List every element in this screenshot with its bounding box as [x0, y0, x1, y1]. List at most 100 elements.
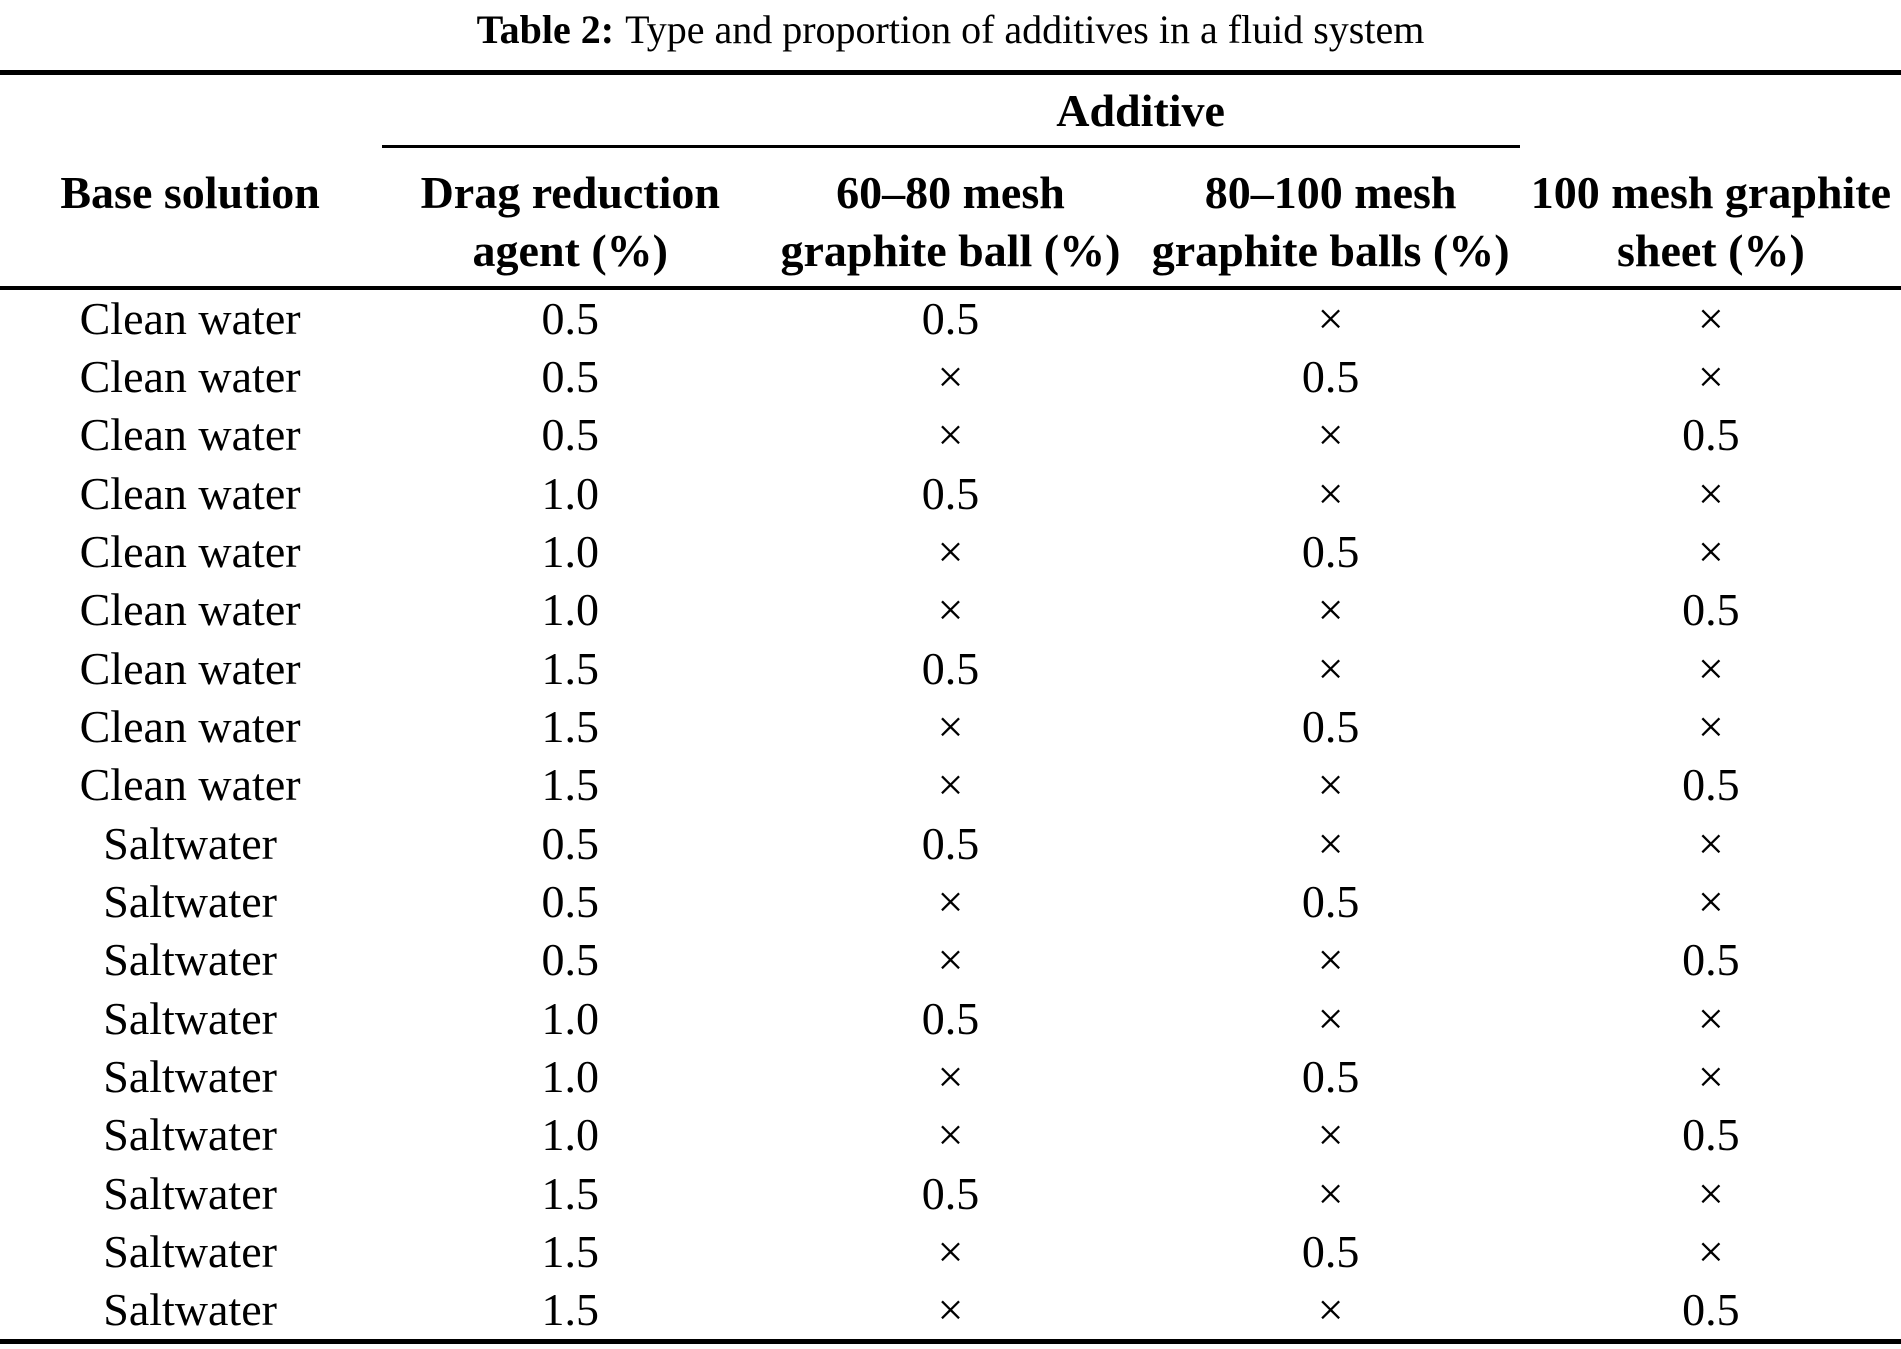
table-caption: Table 2: Type and proportion of additives…	[0, 0, 1901, 70]
table-row: Saltwater 0.5 × × 0.5	[0, 931, 1901, 989]
table-header: Additive Base solution Drag reduction ag…	[0, 73, 1901, 288]
cell-base-solution: Saltwater	[103, 1050, 277, 1102]
table-row: Clean water 0.5 0.5 × ×	[0, 288, 1901, 348]
cell-drag-reduction-agent: 0.5	[541, 350, 600, 402]
cell-base-solution: Clean water	[79, 525, 301, 577]
cell-graphite-ball-60-80: ×	[937, 875, 964, 927]
cell-graphite-sheet-100: ×	[1697, 700, 1724, 752]
group-header-row: Additive	[0, 73, 1901, 148]
cell-graphite-sheet-100: ×	[1697, 1167, 1724, 1219]
cell-drag-reduction-agent: 1.0	[541, 1109, 600, 1161]
cell-graphite-balls-80-100: ×	[1317, 992, 1344, 1044]
group-header-cell: Additive	[380, 73, 1901, 148]
table-row: Saltwater 0.5 × 0.5 ×	[0, 873, 1901, 931]
cell-graphite-ball-60-80: ×	[937, 409, 964, 461]
cell-base-solution: Clean water	[79, 467, 301, 519]
cell-drag-reduction-agent: 0.5	[541, 409, 600, 461]
group-header-spacer	[0, 73, 380, 148]
table-row: Saltwater 1.5 × × 0.5	[0, 1281, 1901, 1342]
column-header-line1: 100 mesh graphite	[1530, 166, 1892, 218]
cell-graphite-sheet-100: 0.5	[1682, 1284, 1740, 1336]
cell-drag-reduction-agent: 0.5	[541, 292, 600, 344]
cell-graphite-ball-60-80: 0.5	[921, 992, 980, 1044]
cell-graphite-sheet-100: ×	[1697, 467, 1724, 519]
cell-graphite-balls-80-100: ×	[1317, 584, 1344, 636]
cell-drag-reduction-agent: 1.0	[541, 584, 600, 636]
group-header-rule	[382, 144, 1520, 148]
cell-graphite-sheet-100: ×	[1697, 1225, 1724, 1277]
cell-base-solution: Clean water	[79, 700, 301, 752]
column-header-line1: Drag reduction	[420, 166, 720, 218]
column-header-line1: Base solution	[60, 166, 320, 218]
cell-base-solution: Saltwater	[103, 817, 277, 869]
cell-graphite-balls-80-100: 0.5	[1301, 875, 1360, 927]
cell-graphite-sheet-100: 0.5	[1682, 409, 1740, 461]
table-body: Clean water 0.5 0.5 × × Clean water 0.5 × 0.5 × Cl…	[0, 288, 1901, 1342]
column-header-row: Base solution Drag reduction agent (%) 6…	[0, 148, 1901, 288]
cell-graphite-balls-80-100: ×	[1317, 817, 1344, 869]
cell-graphite-ball-60-80: ×	[937, 584, 964, 636]
cell-drag-reduction-agent: 0.5	[541, 817, 600, 869]
cell-drag-reduction-agent: 1.5	[541, 1284, 600, 1336]
cell-graphite-sheet-100: 0.5	[1682, 934, 1740, 986]
cell-graphite-sheet-100: ×	[1697, 642, 1724, 694]
table-row: Clean water 1.5 × 0.5 ×	[0, 698, 1901, 756]
cell-graphite-balls-80-100: 0.5	[1301, 1050, 1360, 1102]
cell-base-solution: Saltwater	[103, 875, 277, 927]
cell-base-solution: Saltwater	[103, 992, 277, 1044]
table-row: Clean water 0.5 × 0.5 ×	[0, 348, 1901, 406]
cell-graphite-ball-60-80: ×	[937, 1225, 964, 1277]
cell-drag-reduction-agent: 1.0	[541, 467, 600, 519]
cell-graphite-sheet-100: 0.5	[1682, 1109, 1740, 1161]
cell-base-solution: Clean water	[79, 409, 301, 461]
cell-drag-reduction-agent: 1.0	[541, 1050, 600, 1102]
cell-graphite-ball-60-80: 0.5	[921, 642, 980, 694]
cell-graphite-balls-80-100: ×	[1317, 1109, 1344, 1161]
cell-graphite-balls-80-100: ×	[1317, 409, 1344, 461]
cell-graphite-sheet-100: ×	[1697, 992, 1724, 1044]
column-header-line2: agent (%)	[472, 224, 669, 276]
cell-base-solution: Saltwater	[103, 1167, 277, 1219]
cell-drag-reduction-agent: 1.5	[541, 700, 600, 752]
cell-graphite-ball-60-80: ×	[937, 525, 964, 577]
cell-graphite-balls-80-100: ×	[1317, 934, 1344, 986]
cell-drag-reduction-agent: 1.0	[541, 525, 600, 577]
cell-graphite-sheet-100: ×	[1697, 1050, 1724, 1102]
cell-drag-reduction-agent: 1.5	[541, 759, 600, 811]
cell-drag-reduction-agent: 1.0	[541, 992, 600, 1044]
cell-graphite-balls-80-100: 0.5	[1301, 1225, 1360, 1277]
cell-graphite-sheet-100: ×	[1697, 875, 1724, 927]
table-row: Clean water 0.5 × × 0.5	[0, 406, 1901, 464]
cell-graphite-sheet-100: ×	[1697, 292, 1724, 344]
cell-graphite-ball-60-80: 0.5	[921, 467, 980, 519]
cell-graphite-sheet-100: ×	[1697, 525, 1724, 577]
cell-base-solution: Saltwater	[103, 1225, 277, 1277]
cell-drag-reduction-agent: 0.5	[541, 875, 600, 927]
cell-graphite-ball-60-80: ×	[937, 1050, 964, 1102]
table-row: Clean water 1.0 0.5 × ×	[0, 464, 1901, 522]
cell-graphite-sheet-100: 0.5	[1682, 759, 1740, 811]
table-row: Saltwater 0.5 0.5 × ×	[0, 814, 1901, 872]
cell-graphite-ball-60-80: ×	[937, 350, 964, 402]
cell-graphite-balls-80-100: 0.5	[1301, 525, 1360, 577]
cell-graphite-balls-80-100: ×	[1317, 1284, 1344, 1336]
table-row: Clean water 1.0 × 0.5 ×	[0, 523, 1901, 581]
column-header-graphite-ball-60-80: 60–80 mesh graphite ball (%)	[760, 148, 1140, 288]
cell-graphite-ball-60-80: ×	[937, 759, 964, 811]
column-header-line2: sheet (%)	[1616, 224, 1805, 276]
cell-graphite-balls-80-100: 0.5	[1301, 700, 1360, 752]
table-row: Saltwater 1.0 × 0.5 ×	[0, 1048, 1901, 1106]
column-header-line1: 80–100 mesh	[1204, 166, 1457, 218]
cell-base-solution: Saltwater	[103, 1284, 277, 1336]
table-caption-label: Table 2:	[476, 7, 615, 52]
cell-drag-reduction-agent: 0.5	[541, 934, 600, 986]
cell-graphite-balls-80-100: ×	[1317, 759, 1344, 811]
column-header-line2: graphite balls (%)	[1151, 224, 1510, 276]
cell-base-solution: Saltwater	[103, 934, 277, 986]
cell-graphite-ball-60-80: ×	[937, 934, 964, 986]
column-header-drag-reduction-agent: Drag reduction agent (%)	[380, 148, 760, 288]
table-caption-text: Type and proportion of additives in a fl…	[625, 7, 1425, 52]
column-header-line1: 60–80 mesh	[836, 166, 1065, 218]
cell-drag-reduction-agent: 1.5	[541, 642, 600, 694]
cell-graphite-sheet-100: ×	[1697, 817, 1724, 869]
